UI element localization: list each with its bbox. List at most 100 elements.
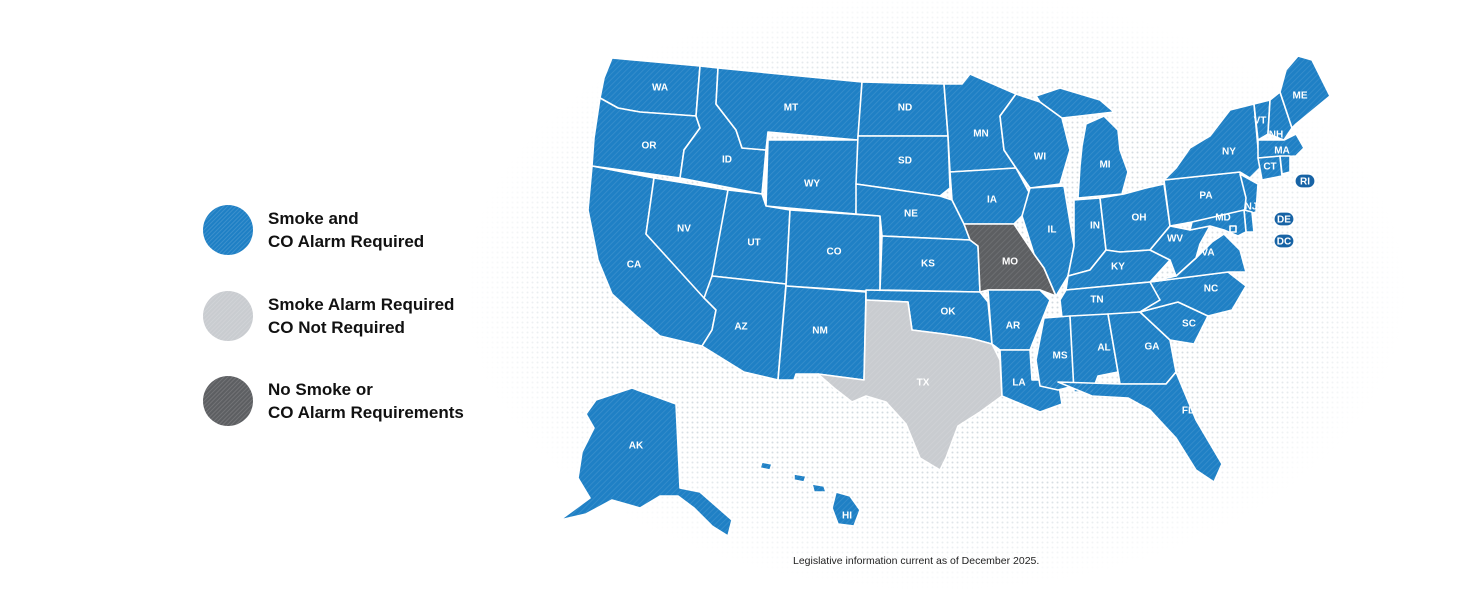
state-label-ca: CA	[627, 260, 641, 271]
state-label-hi: HI	[842, 511, 852, 522]
state-label-al: AL	[1097, 343, 1110, 354]
state-label-nj: NJ	[1245, 202, 1258, 213]
state-label-oh: OH	[1132, 213, 1147, 224]
state-hatch	[964, 224, 1056, 296]
state-hatch	[1164, 104, 1262, 180]
state-hatch	[950, 168, 1030, 224]
state-label-ne: NE	[904, 209, 918, 220]
state-hatch	[1000, 94, 1070, 188]
state-hatch	[1060, 276, 1176, 318]
state-label-ri: RI	[1300, 177, 1310, 188]
legend-line: CO Alarm Required	[268, 232, 425, 251]
state-hatch	[988, 290, 1050, 350]
legend-item-none: No Smoke or CO Alarm Requirements	[203, 376, 503, 436]
state-hatch	[760, 462, 772, 470]
state-label-tx: TX	[917, 378, 930, 389]
state-hatch	[1058, 372, 1222, 482]
state-label-ga: GA	[1145, 342, 1160, 353]
state-hatch	[1244, 210, 1254, 232]
state-badge-ri	[1294, 173, 1316, 189]
state-hatch	[832, 492, 860, 526]
state-hatch	[1022, 186, 1074, 296]
state-label-ak: AK	[629, 441, 644, 452]
state-hatch	[712, 190, 790, 284]
state-label-ia: IA	[987, 195, 997, 206]
state-label-ct: CT	[1263, 162, 1276, 173]
state-hatch	[1036, 316, 1074, 390]
state-label-ks: KS	[921, 259, 935, 270]
state-hatch	[600, 58, 700, 116]
state-label-nm: NM	[812, 326, 828, 337]
state-label-nh: NH	[1269, 130, 1283, 141]
state-label-ms: MS	[1053, 351, 1068, 362]
state-label-co: CO	[827, 247, 842, 258]
state-hatch	[818, 300, 1002, 470]
state-label-in: IN	[1090, 221, 1100, 232]
state-hatch	[1258, 156, 1282, 180]
state-hatch	[1140, 302, 1208, 344]
legend-item-required: Smoke and CO Alarm Required	[203, 205, 503, 265]
state-label-ky: KY	[1111, 262, 1125, 273]
state-hatch	[778, 286, 866, 380]
state-hatch	[1068, 198, 1106, 276]
state-hatch	[1258, 134, 1304, 158]
state-label-sd: SD	[898, 156, 912, 167]
state-label-ny: NY	[1222, 147, 1236, 158]
state-label-wi: WI	[1034, 152, 1046, 163]
state-hatch	[856, 184, 970, 240]
state-label-tn: TN	[1090, 295, 1103, 306]
state-label-nd: ND	[898, 103, 912, 114]
state-label-sc: SC	[1182, 319, 1196, 330]
footnote: Legislative information current as of De…	[793, 555, 1040, 567]
legend-line: CO Alarm Requirements	[268, 403, 464, 422]
state-hatch	[880, 236, 980, 292]
state-hatch	[1280, 156, 1290, 174]
state-hatch	[1280, 56, 1330, 128]
state-hatch	[786, 210, 880, 292]
state-hatch	[794, 474, 806, 482]
legend-line: CO Not Required	[268, 318, 405, 337]
legend-line: No Smoke or	[268, 380, 373, 399]
state-label-la: LA	[1012, 378, 1025, 389]
state-label-fl: FL	[1182, 406, 1194, 417]
state-badge-de	[1273, 211, 1295, 227]
state-hatch	[1070, 314, 1118, 392]
state-label-ar: AR	[1006, 321, 1021, 332]
state-label-me: ME	[1293, 91, 1308, 102]
legend-label-required: Smoke and CO Alarm Required	[268, 207, 528, 253]
state-label-ma: MA	[1274, 146, 1290, 157]
state-label-mo: MO	[1002, 257, 1018, 268]
state-label-vt: VT	[1254, 116, 1267, 127]
state-hatch	[1230, 226, 1236, 232]
state-hatch	[1078, 116, 1128, 198]
state-label-de: DE	[1277, 215, 1291, 226]
state-hatch	[1140, 272, 1246, 316]
state-hatch	[592, 98, 700, 178]
legend-line: Smoke and	[268, 209, 359, 228]
state-hatch	[1108, 312, 1176, 384]
state-label-wy: WY	[804, 179, 820, 190]
state-hatch	[1000, 350, 1062, 412]
legend-line: Smoke Alarm Required	[268, 295, 455, 314]
legend-swatch-required	[203, 205, 253, 255]
state-hatch	[1240, 174, 1258, 216]
state-label-ut: UT	[747, 238, 760, 249]
state-hatch	[1066, 250, 1170, 290]
state-badge-dc	[1273, 233, 1295, 249]
state-hatch	[702, 276, 786, 380]
state-hatch	[812, 484, 826, 492]
state-hatch	[858, 82, 948, 136]
state-label-mt: MT	[784, 103, 798, 114]
legend-swatch-smoke-only	[203, 291, 253, 341]
legend-swatch-none	[203, 376, 253, 426]
state-hatch	[1150, 226, 1210, 276]
state-hatch	[646, 178, 728, 298]
state-label-id: ID	[722, 155, 732, 166]
state-label-va: VA	[1201, 248, 1214, 259]
state-label-il: IL	[1048, 225, 1057, 236]
legend-item-smoke-only: Smoke Alarm Required CO Not Required	[203, 291, 503, 351]
state-hatch	[560, 388, 732, 536]
state-hatch	[1150, 234, 1246, 282]
state-label-md: MD	[1215, 213, 1231, 224]
